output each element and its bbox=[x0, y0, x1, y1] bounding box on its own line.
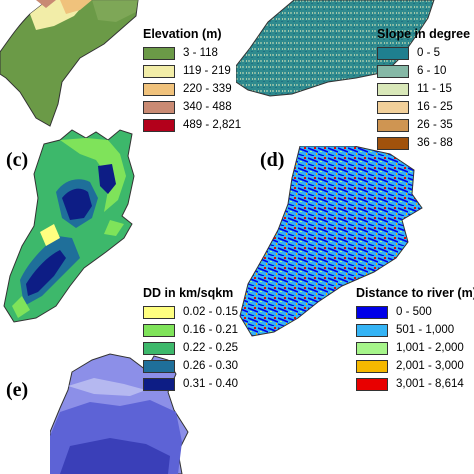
legend-swatch bbox=[377, 46, 409, 60]
elevation-legend-title: Elevation (m) bbox=[143, 27, 222, 41]
legend-swatch bbox=[356, 359, 388, 373]
legend-item: 0 - 500 bbox=[356, 303, 474, 321]
panel-label-c: (c) bbox=[6, 149, 29, 171]
elevation-legend: Elevation (m) 3 - 118 119 - 219 220 - 33… bbox=[143, 27, 241, 134]
legend-swatch bbox=[143, 82, 175, 96]
legend-label: 0.16 - 0.21 bbox=[183, 324, 238, 336]
legend-item: 489 - 2,821 bbox=[143, 116, 241, 134]
river-distance-region bbox=[239, 146, 423, 337]
legend-item: 16 - 25 bbox=[377, 98, 470, 116]
legend-label: 220 - 339 bbox=[183, 83, 232, 95]
panel-label-e: (e) bbox=[6, 379, 29, 401]
legend-label: 2,001 - 3,000 bbox=[396, 360, 464, 372]
slope-legend-title: Slope in degree bbox=[377, 27, 471, 41]
legend-label: 0.31 - 0.40 bbox=[183, 378, 238, 390]
elevation-region bbox=[0, 0, 139, 127]
legend-swatch bbox=[356, 305, 388, 319]
legend-item: 501 - 1,000 bbox=[356, 321, 474, 339]
legend-label: 501 - 1,000 bbox=[396, 324, 455, 336]
legend-swatch bbox=[377, 136, 409, 150]
legend-swatch bbox=[356, 377, 388, 391]
legend-item: 0.02 - 0.15 bbox=[143, 303, 238, 321]
legend-label: 3,001 - 8,614 bbox=[396, 378, 464, 390]
slope-legend: Slope in degree 0 - 5 6 - 10 11 - 15 16 … bbox=[377, 27, 470, 152]
dd-legend: DD in km/sqkm 0.02 - 0.15 0.16 - 0.21 0.… bbox=[143, 286, 238, 393]
legend-label: 489 - 2,821 bbox=[183, 119, 242, 131]
elevation-map bbox=[0, 0, 139, 127]
legend-label: 0 - 5 bbox=[417, 47, 441, 59]
legend-swatch bbox=[143, 305, 175, 319]
legend-label: 11 - 15 bbox=[417, 83, 452, 95]
legend-label: 1,001 - 2,000 bbox=[396, 342, 464, 354]
river-legend: Distance to river (m) 0 - 500 501 - 1,00… bbox=[356, 286, 474, 393]
legend-item: 3 - 118 bbox=[143, 44, 241, 62]
legend-label: 36 - 88 bbox=[417, 137, 453, 149]
legend-swatch bbox=[143, 118, 175, 132]
legend-label: 16 - 25 bbox=[417, 101, 453, 113]
panel-label-d: (d) bbox=[260, 149, 285, 171]
legend-label: 26 - 35 bbox=[417, 119, 453, 131]
legend-swatch bbox=[377, 64, 409, 78]
legend-item: 3,001 - 8,614 bbox=[356, 375, 474, 393]
legend-swatch bbox=[143, 64, 175, 78]
legend-item: 2,001 - 3,000 bbox=[356, 357, 474, 375]
legend-label: 6 - 10 bbox=[417, 65, 447, 77]
legend-item: 0.22 - 0.25 bbox=[143, 339, 238, 357]
legend-item: 1,001 - 2,000 bbox=[356, 339, 474, 357]
legend-swatch bbox=[143, 359, 175, 373]
legend-swatch bbox=[143, 377, 175, 391]
legend-label: 3 - 118 bbox=[183, 47, 218, 59]
river-legend-title: Distance to river (m) bbox=[356, 286, 474, 300]
legend-label: 0.02 - 0.15 bbox=[183, 306, 238, 318]
legend-item: 0 - 5 bbox=[377, 44, 470, 62]
legend-swatch bbox=[143, 341, 175, 355]
legend-swatch bbox=[143, 100, 175, 114]
legend-swatch bbox=[143, 46, 175, 60]
legend-item: 6 - 10 bbox=[377, 62, 470, 80]
legend-item: 0.16 - 0.21 bbox=[143, 321, 238, 339]
legend-label: 119 - 219 bbox=[183, 65, 231, 77]
legend-swatch bbox=[143, 323, 175, 337]
legend-swatch bbox=[356, 323, 388, 337]
dd-legend-title: DD in km/sqkm bbox=[143, 286, 234, 300]
legend-item: 26 - 35 bbox=[377, 116, 470, 134]
legend-item: 340 - 488 bbox=[143, 98, 241, 116]
legend-label: 0.22 - 0.25 bbox=[183, 342, 238, 354]
legend-item: 0.26 - 0.30 bbox=[143, 357, 238, 375]
legend-swatch bbox=[377, 100, 409, 114]
legend-item: 119 - 219 bbox=[143, 62, 241, 80]
legend-item: 36 - 88 bbox=[377, 134, 470, 152]
drainage-density-map bbox=[3, 129, 135, 323]
legend-label: 0.26 - 0.30 bbox=[183, 360, 238, 372]
legend-swatch bbox=[356, 341, 388, 355]
legend-item: 0.31 - 0.40 bbox=[143, 375, 238, 393]
distance-to-river-map bbox=[239, 146, 423, 337]
legend-item: 11 - 15 bbox=[377, 80, 470, 98]
legend-swatch bbox=[377, 82, 409, 96]
legend-label: 340 - 488 bbox=[183, 101, 232, 113]
legend-item: 220 - 339 bbox=[143, 80, 241, 98]
legend-swatch bbox=[377, 118, 409, 132]
legend-label: 0 - 500 bbox=[396, 306, 432, 318]
